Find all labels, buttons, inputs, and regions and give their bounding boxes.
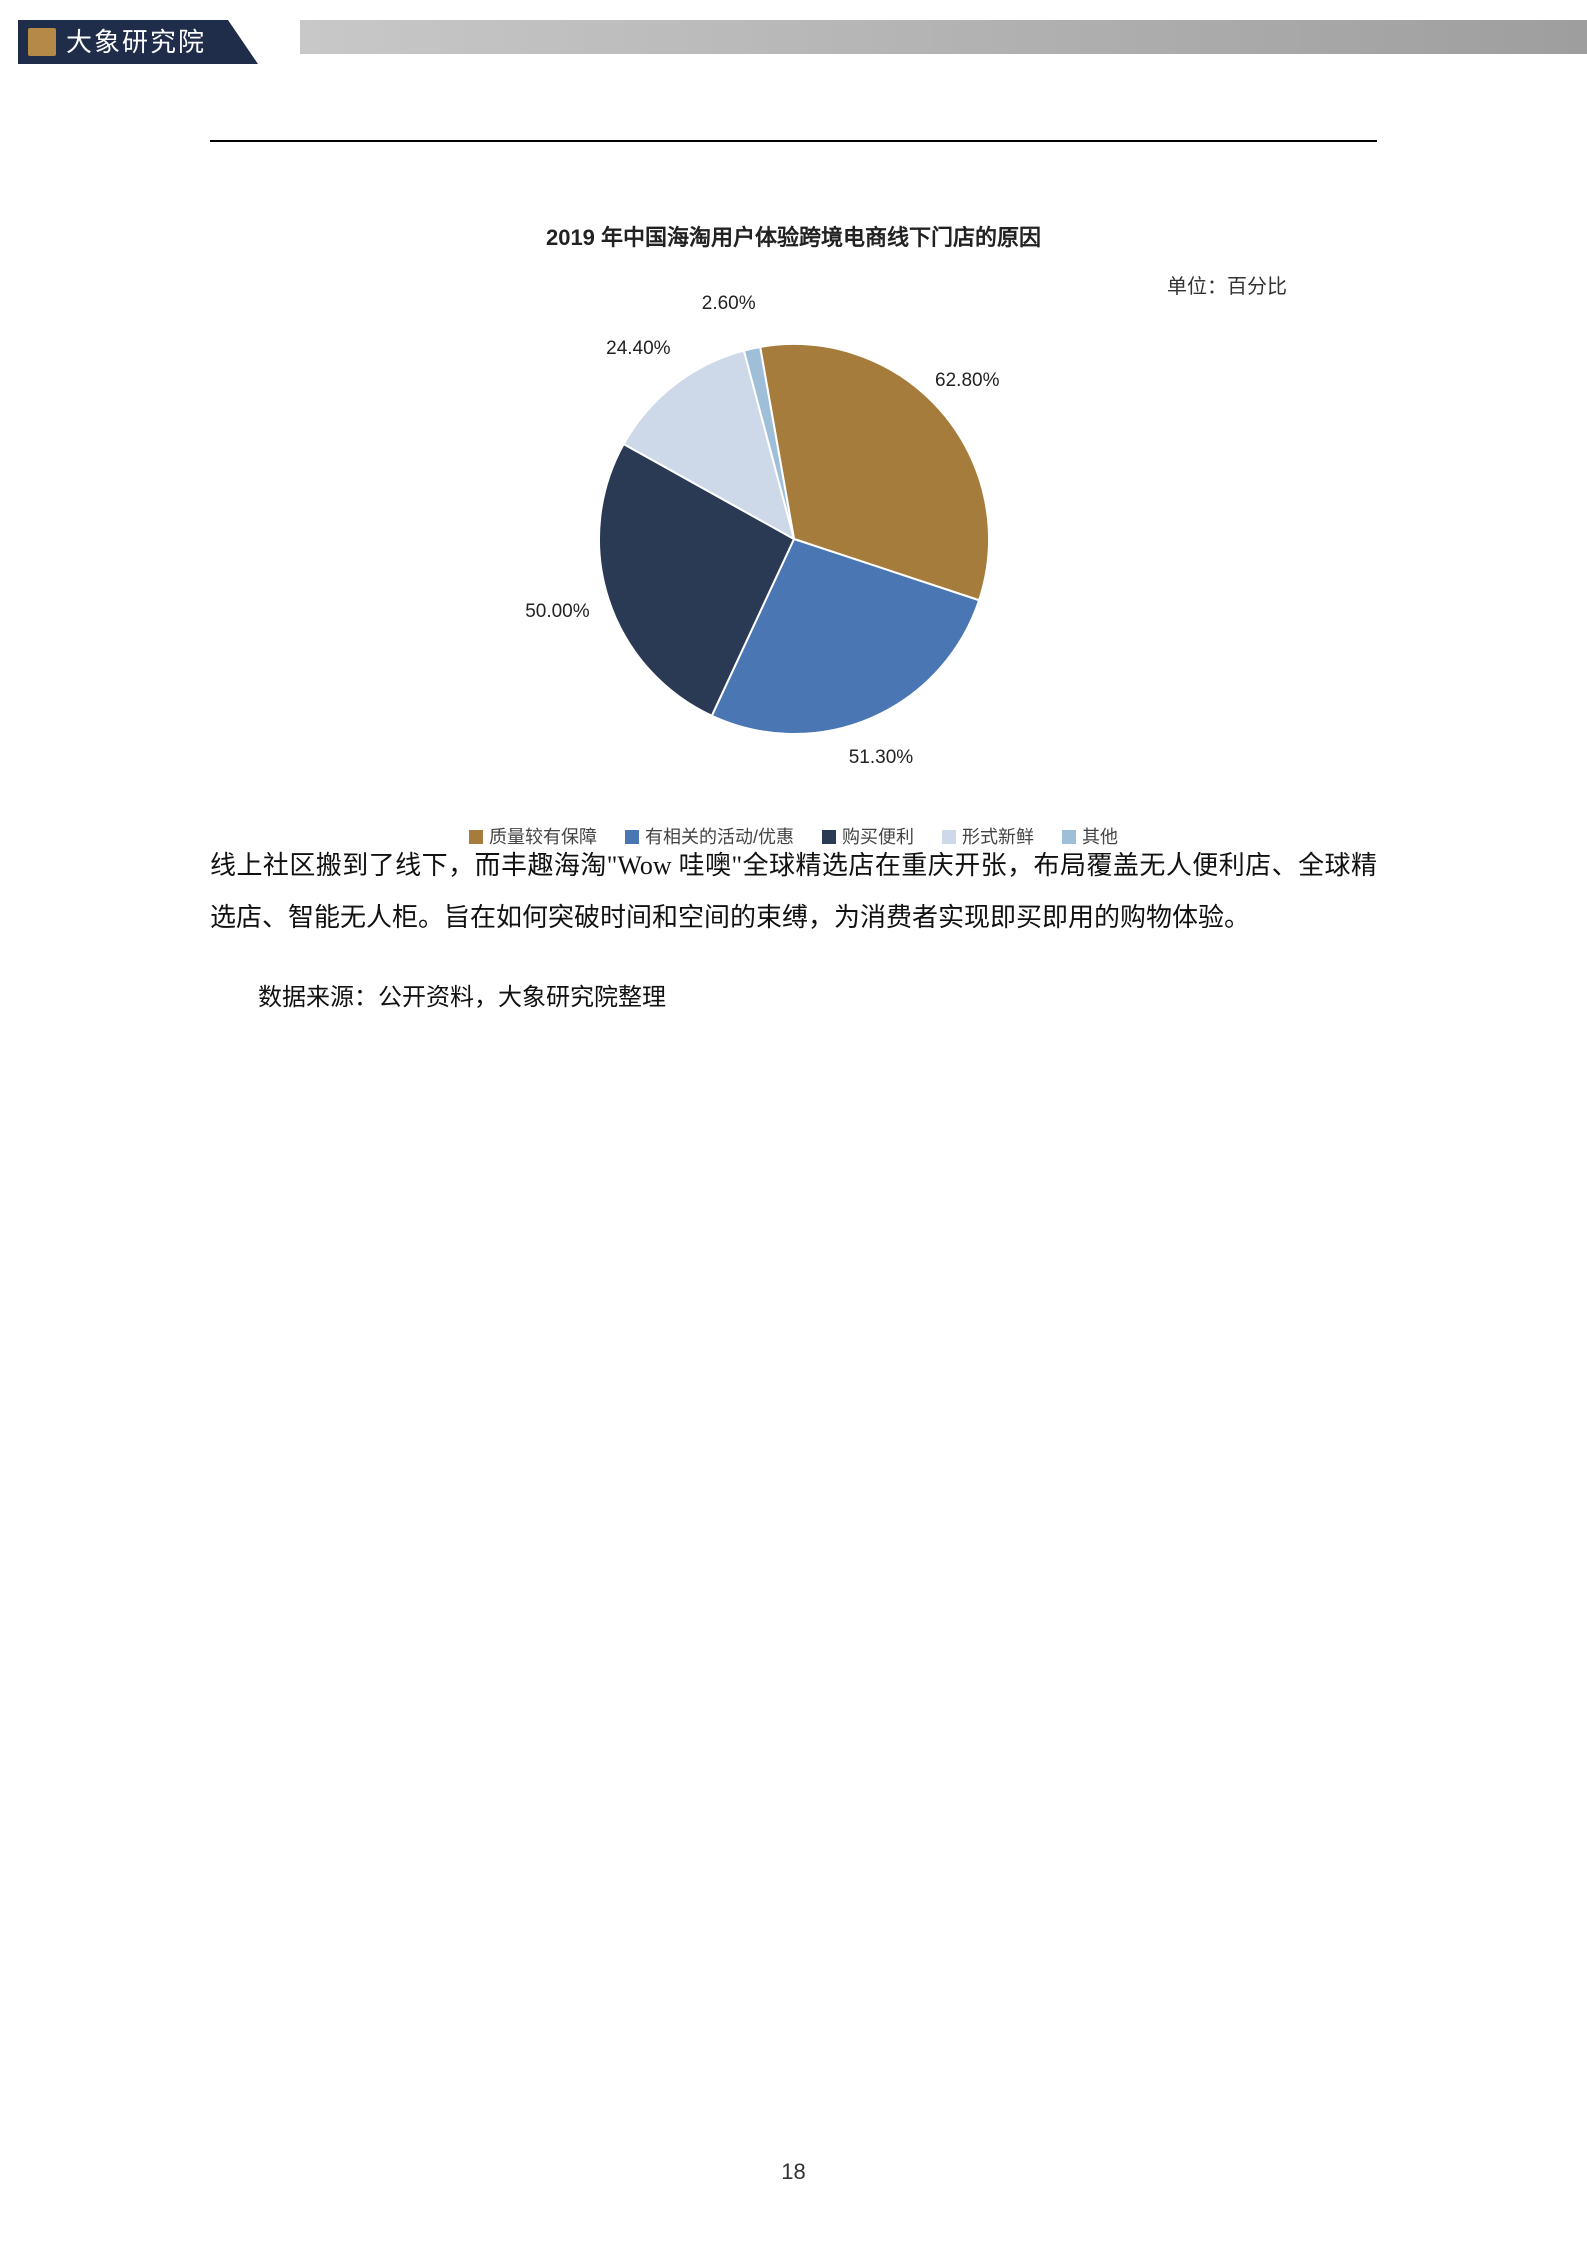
data-source: 数据来源：公开资料，大象研究院整理 <box>210 974 1377 1022</box>
horizontal-rule <box>210 140 1377 142</box>
slice-label: 50.00% <box>525 601 589 623</box>
slice-label: 24.40% <box>606 338 670 360</box>
pie-chart: 2019 年中国海淘用户体验跨境电商线下门店的原因 单位：百分比 62.80% 5… <box>210 220 1377 849</box>
chart-title: 2019 年中国海淘用户体验跨境电商线下门店的原因 <box>210 220 1377 252</box>
pie-area: 62.80%51.30%50.00%24.40%2.60% <box>210 319 1377 799</box>
chart-unit-label: 单位：百分比 <box>210 270 1377 299</box>
slice-label: 51.30% <box>849 747 913 769</box>
elephant-icon <box>28 28 56 56</box>
slice-label: 62.80% <box>935 370 999 392</box>
body-paragraphs: 线上社区搬到了线下，而丰趣海淘"Wow 哇噢"全球精选店在重庆开张，布局覆盖无人… <box>210 840 1377 1022</box>
page-header: 大象研究院 <box>0 20 1587 70</box>
body-paragraph: 线上社区搬到了线下，而丰趣海淘"Wow 哇噢"全球精选店在重庆开张，布局覆盖无人… <box>210 840 1377 944</box>
logo-badge: 大象研究院 <box>18 20 228 64</box>
header-gray-bar <box>300 20 1587 54</box>
logo-text: 大象研究院 <box>66 27 206 57</box>
page-number: 18 <box>0 2159 1587 2185</box>
slice-label: 2.60% <box>702 293 756 315</box>
